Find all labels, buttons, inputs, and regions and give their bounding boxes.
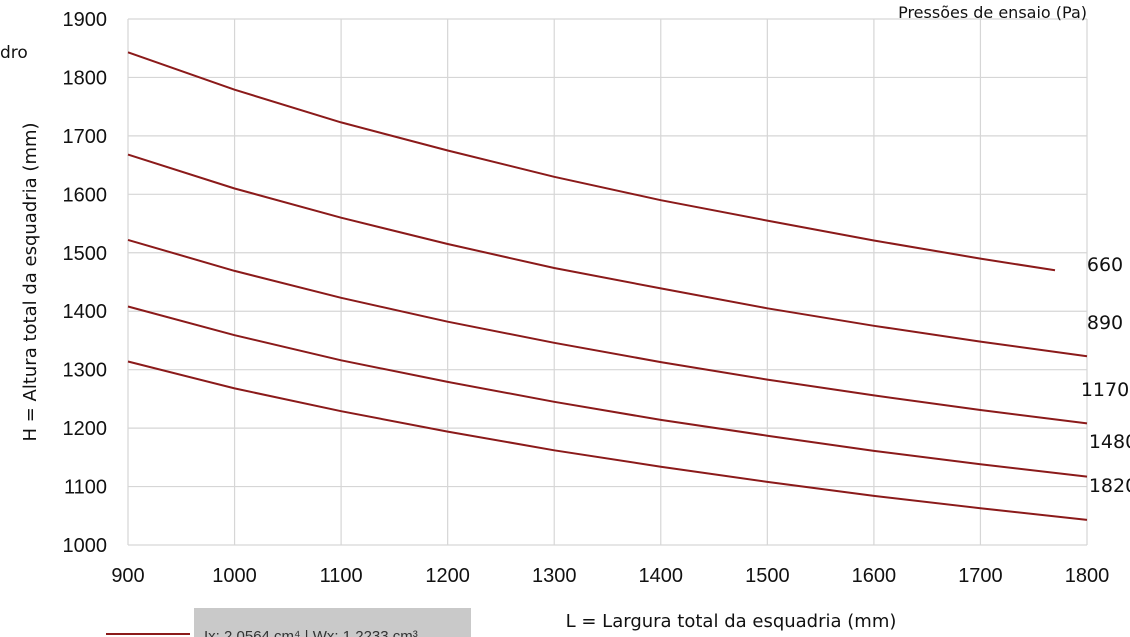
series-label-660: 660 [1087,254,1123,276]
x-tick-label-1600: 1600 [852,565,897,587]
y-axis-label: H = Altura total da esquadria (mm) [20,122,41,441]
series-label-1820: 1820 [1089,475,1130,497]
x-tick-label-1400: 1400 [639,565,684,587]
series-lines [127,51,1088,521]
series-line-1170 [127,238,1088,425]
y-tick-label-1600: 1600 [63,184,108,206]
y-tick-label-1700: 1700 [63,126,108,148]
series-label-1480: 1480 [1089,431,1130,453]
series-label-1170: 1170 [1081,379,1129,401]
x-tick-label-1100: 1100 [320,565,363,587]
x-tick-label-900: 900 [111,565,144,587]
y-tick-label-1800: 1800 [63,67,108,89]
y-tick-label-1400: 1400 [63,301,108,323]
x-tick-label-1200: 1200 [425,565,470,587]
x-tick-label-1000: 1000 [212,565,257,587]
legend-title: Pressões de ensaio (Pa) [898,3,1087,22]
series-line-660 [127,51,1056,272]
footnote-box [194,608,471,637]
y-tick-label-1000: 1000 [63,535,108,557]
grid [127,18,1088,546]
x-tick-label-1300: 1300 [532,565,577,587]
series-line-1820 [127,360,1088,521]
series-labels: 660 890 1170 1480 1820 [1081,254,1130,497]
x-tick-label-1700: 1700 [958,565,1003,587]
cut-off-label: dro [0,43,28,63]
y-tick-label-1300: 1300 [63,360,108,382]
y-tick-label-1900: 1900 [63,9,108,31]
y-tick-label-1500: 1500 [63,243,108,265]
footnote-text: Ix: 2,0564 cm⁴ | Wx: 1,2233 cm³ [204,628,418,637]
y-tick-label-1100: 1100 [64,477,107,499]
series-label-890: 890 [1087,312,1123,334]
series-line-1480 [127,305,1088,478]
x-tick-label-1500: 1500 [745,565,790,587]
x-tick-label-1800: 1800 [1065,565,1110,587]
x-axis-label: L = Largura total da esquadria (mm) [566,611,897,632]
tick-labels: 900 1000 1100 1200 1300 1400 1500 1600 1700 18001… [63,9,1110,587]
y-tick-label-1200: 1200 [63,418,108,440]
series-line-890 [127,153,1088,358]
